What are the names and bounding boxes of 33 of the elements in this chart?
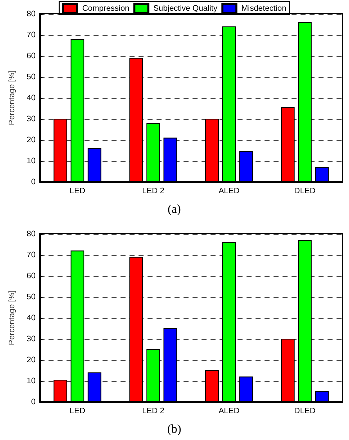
y-tick-label: 60 — [26, 272, 36, 280]
y-tick-label: 50 — [26, 72, 36, 82]
y-tick-label: 20 — [26, 356, 36, 364]
y-tick-label: 80 — [26, 10, 36, 18]
x-tick-label: ALED — [218, 186, 240, 196]
text: (b) — [168, 422, 182, 436]
x-tick-label: DLED — [294, 406, 316, 416]
x-tick-label: LED 2 — [142, 406, 166, 416]
y-tick-label: 0 — [31, 178, 36, 186]
y-tick-label: 80 — [26, 230, 36, 238]
y-tick-label: 40 — [26, 314, 36, 322]
y-axis-title: Percentage [%] — [8, 290, 16, 346]
legend-label: Subjective Quality — [154, 4, 218, 13]
y-tick-label: 70 — [26, 250, 36, 260]
x-tick-label: LED 2 — [142, 186, 166, 196]
x-tick-label: LED — [70, 406, 86, 416]
y-tick-label: 60 — [26, 52, 36, 60]
y-axis-title: Percentage [%] — [8, 70, 16, 126]
legend-label: Misdetection — [242, 4, 287, 13]
legend-label: Compression — [82, 4, 130, 13]
y-tick-label: 30 — [26, 334, 36, 344]
y-tick-label: 30 — [26, 114, 36, 124]
y-tick-label: 10 — [26, 376, 36, 386]
y-tick-label: 40 — [26, 94, 36, 102]
y-tick-label: 10 — [26, 156, 36, 166]
y-tick-label: 20 — [26, 136, 36, 144]
x-tick-label: LED — [70, 186, 86, 196]
x-tick-label: ALED — [218, 406, 240, 416]
text: (a) — [168, 202, 182, 216]
y-tick-label: 70 — [26, 30, 36, 40]
y-tick-label: 0 — [31, 398, 36, 406]
y-tick-label: 50 — [26, 292, 36, 302]
x-tick-label: DLED — [294, 186, 316, 196]
